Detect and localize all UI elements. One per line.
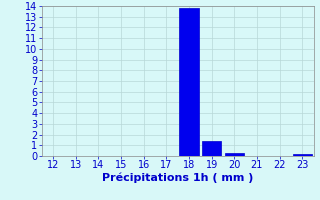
Bar bbox=[202, 141, 221, 156]
Bar bbox=[292, 154, 312, 156]
Bar bbox=[179, 8, 199, 156]
X-axis label: Précipitations 1h ( mm ): Précipitations 1h ( mm ) bbox=[102, 173, 253, 183]
Bar bbox=[225, 153, 244, 156]
